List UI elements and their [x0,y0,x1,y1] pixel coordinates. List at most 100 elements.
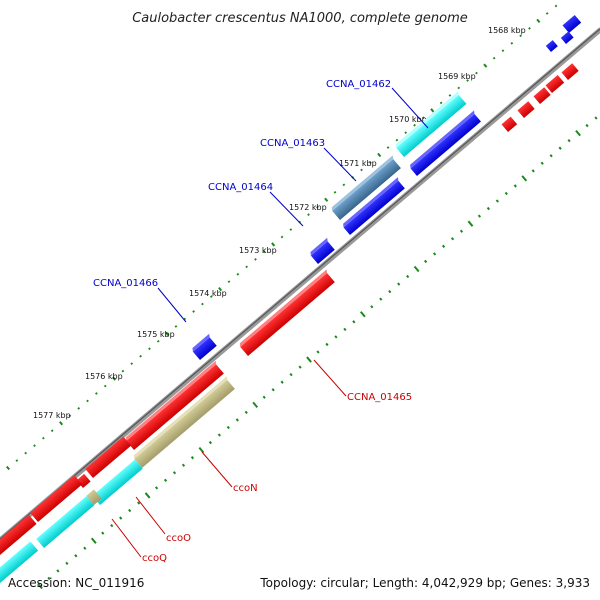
forward-features [191,15,582,360]
outer-tick [554,4,558,8]
label-ccna-01463[interactable]: CCNA_01463 [260,138,325,149]
outer-tick [289,228,293,231]
feature-ccoq[interactable] [86,489,102,505]
inner-tick [567,139,571,143]
inner-tick [83,546,87,550]
outer-tick [112,376,117,381]
outer-tick [457,86,461,90]
outer-tick [218,287,223,292]
inner-tick [486,206,490,211]
outer-tick [377,152,382,158]
feature-topright-blue-a[interactable] [562,15,582,33]
label-ccoq[interactable]: ccoQ [142,553,167,564]
feature-cyan-low[interactable] [36,496,95,548]
outer-tick [545,12,549,15]
inner-tick [477,214,482,218]
outer-tick [342,183,346,187]
outer-tick [316,205,319,209]
feature-red-row1-a[interactable] [124,360,225,450]
map-title: Caulobacter crescentus NA1000, complete … [132,11,468,26]
outer-tick [139,354,142,358]
outer-tick [148,347,151,351]
inner-tick [504,191,508,196]
outer-tick [448,94,452,97]
gene-labels: CCNA_01462 CCNA_01463 CCNA_01464 CCNA_01… [93,79,412,564]
outer-tick [24,451,28,455]
feature-ccna-01464[interactable] [342,177,407,235]
tick-label-1574: 1574 kbp [189,289,227,298]
inner-tick [359,311,366,318]
feature-red-tr-1[interactable] [501,116,518,132]
inner-tick [65,561,69,565]
inner-tick [280,380,284,384]
inner-tick [531,169,535,173]
inner-tick [119,516,123,520]
outer-tick [174,325,178,328]
inner-tick [172,471,177,475]
outer-tick [245,265,248,269]
inner-tick [208,440,212,445]
feature-red-tr-2[interactable] [517,101,535,118]
tick-label-1569: 1569 kbp [438,72,476,81]
outer-tick [15,459,19,462]
inner-tick-ring [37,116,598,590]
feature-topright-blue-b[interactable] [545,40,558,52]
feature-ccna-01462[interactable] [409,110,483,176]
inner-tick [352,320,356,324]
label-leaders [111,87,429,558]
feature-red-tr-5[interactable] [561,63,579,80]
feature-ccna-01463[interactable] [330,155,402,220]
label-ccna-01466[interactable]: CCNA_01466 [93,278,158,289]
outer-tick [254,258,257,261]
feature-ccon[interactable] [132,376,236,468]
feature-cyan-edge[interactable] [0,541,39,583]
inner-tick [217,433,221,437]
outer-tick [369,161,372,164]
inner-tick [432,252,437,256]
reverse-features [0,63,579,583]
outer-tick [466,79,469,82]
inner-tick [540,161,544,165]
feature-red-row1-e[interactable] [0,514,37,555]
inner-tick [289,373,293,377]
inner-tick [334,335,338,339]
label-ccoo[interactable]: ccoO [166,533,191,544]
inner-tick [154,486,159,490]
inner-tick [47,576,51,581]
inner-tick [413,265,420,273]
label-ccna-01465[interactable]: CCNA_01465 [347,392,412,403]
inner-tick [450,237,455,241]
feature-red-row1-b[interactable] [85,436,132,478]
outer-tick [50,429,54,433]
outer-tick-ring [5,4,558,471]
inner-tick [521,175,528,182]
feature-ccna-01462-cyan[interactable] [394,91,468,157]
outer-tick [95,392,98,395]
feature-red-tr-4[interactable] [545,75,565,93]
feature-red-tr-3[interactable] [533,87,551,104]
label-ccna-01462[interactable]: CCNA_01462 [326,79,391,90]
feature-ccna-01466[interactable] [191,333,218,360]
outer-tick [413,123,416,127]
feature-topright-blue-c[interactable] [560,31,574,44]
inner-tick [298,365,302,369]
inner-tick [379,297,383,301]
outer-tick [475,71,478,75]
feature-ccna-01465[interactable] [238,269,336,356]
feature-red-row1-d[interactable] [30,475,83,522]
inner-tick [235,418,239,422]
inner-tick [198,446,205,454]
inner-tick [585,123,589,128]
feature-small-blue[interactable] [309,237,336,264]
outer-tick [165,331,170,337]
inner-tick [441,244,446,248]
label-ccna-01464[interactable]: CCNA_01464 [208,182,273,193]
outer-tick [324,197,329,202]
outer-tick [121,369,125,373]
outer-tick [5,465,11,471]
label-ccon[interactable]: ccoN [233,483,258,494]
inner-tick [459,229,464,233]
feature-ccoo[interactable] [92,459,143,505]
inner-tick [424,259,428,264]
